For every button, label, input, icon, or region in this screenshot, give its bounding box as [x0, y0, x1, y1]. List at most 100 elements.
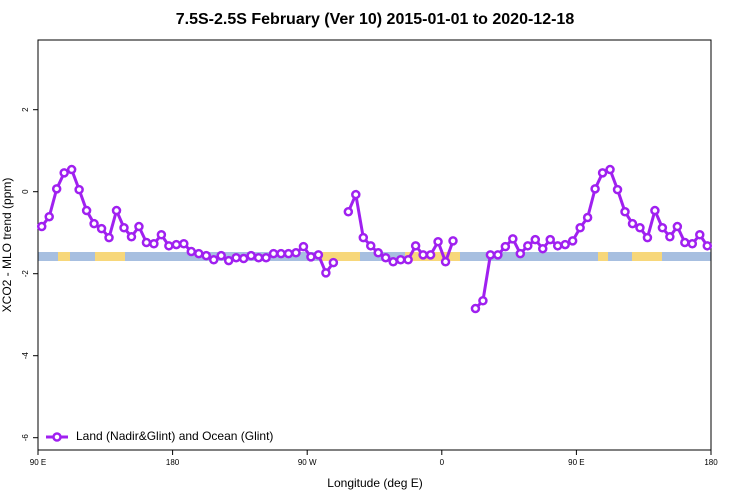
- data-point: [560, 239, 570, 250]
- x-tick-label: 0: [440, 458, 445, 467]
- x-axis-label: Longitude (deg E): [327, 476, 422, 490]
- data-point: [44, 211, 54, 222]
- data-point: [448, 236, 458, 246]
- legend-marker: [52, 432, 62, 442]
- data-point: [530, 234, 541, 245]
- y-axis-label: XCO2 - MLO trend (ppm): [0, 178, 14, 313]
- data-point: [388, 257, 398, 267]
- data-point: [665, 232, 675, 242]
- data-point: [552, 241, 563, 251]
- x-tick-label: 90 E: [30, 458, 46, 467]
- data-point: [149, 239, 159, 249]
- data-point: [74, 184, 84, 195]
- land-patch: [58, 252, 70, 261]
- data-point: [231, 252, 241, 263]
- data-point: [171, 239, 182, 250]
- data-point: [351, 189, 361, 200]
- data-point: [66, 164, 77, 175]
- land-patch: [598, 252, 608, 261]
- data-point: [380, 252, 391, 263]
- data-point: [141, 237, 152, 248]
- data-point: [119, 223, 129, 233]
- y-tick-label: 0: [21, 189, 30, 194]
- data-point: [126, 232, 137, 242]
- data-point: [470, 303, 481, 314]
- data-point: [590, 184, 600, 194]
- data-point: [186, 246, 197, 257]
- data-point: [321, 268, 331, 278]
- data-point: [627, 218, 638, 229]
- data-point: [291, 248, 301, 258]
- data-point: [223, 255, 234, 266]
- series-line: [40, 167, 709, 310]
- data-point: [702, 241, 713, 251]
- data-point: [605, 164, 615, 175]
- data-point: [276, 248, 286, 259]
- data-point: [425, 250, 436, 260]
- data-point: [208, 255, 219, 265]
- data-point: [59, 168, 69, 178]
- data-point: [478, 296, 488, 306]
- data-point: [650, 205, 660, 216]
- data-point: [403, 255, 413, 265]
- data-point: [36, 221, 47, 232]
- data-point: [635, 223, 645, 233]
- data-point: [493, 250, 503, 260]
- data-point: [620, 207, 630, 217]
- data-point: [597, 168, 608, 178]
- legend-label: Land (Nadir&Glint) and Ocean (Glint): [76, 429, 273, 443]
- data-point: [328, 257, 339, 268]
- data-point: [433, 236, 443, 247]
- data-point: [306, 252, 316, 262]
- data-point: [81, 205, 92, 216]
- data-point: [51, 184, 62, 194]
- data-point: [642, 232, 653, 243]
- data-point: [261, 252, 271, 263]
- data-point: [410, 241, 421, 251]
- data-point: [440, 257, 451, 267]
- ocean-band: [38, 252, 711, 261]
- data-point: [179, 239, 189, 249]
- data-point: [395, 255, 406, 265]
- data-point: [343, 207, 354, 217]
- data-point: [538, 243, 548, 254]
- chart-title: 7.5S-2.5S February (Ver 10) 2015-01-01 t…: [176, 11, 575, 28]
- land-patch: [320, 252, 360, 261]
- data-point: [358, 232, 369, 243]
- data-point: [612, 184, 623, 195]
- data-point: [485, 250, 496, 260]
- x-tick-label: 90 E: [568, 458, 584, 467]
- data-point: [283, 248, 294, 259]
- data-point: [418, 250, 428, 260]
- data-point: [134, 221, 144, 232]
- data-point: [156, 230, 167, 240]
- data-point: [515, 248, 526, 259]
- y-tick-label: -2: [21, 270, 30, 278]
- data-point: [500, 241, 511, 252]
- data-point: [582, 212, 593, 223]
- data-point: [164, 241, 174, 251]
- x-tick-label: 180: [166, 458, 180, 467]
- data-point: [194, 248, 204, 259]
- data-point: [567, 236, 578, 246]
- y-tick-label: 2: [21, 107, 30, 112]
- data-point: [201, 250, 211, 261]
- data-point: [104, 232, 114, 243]
- y-tick-label: -4: [21, 352, 30, 360]
- data-point: [246, 250, 256, 261]
- data-point: [695, 230, 705, 240]
- data-point: [545, 234, 555, 245]
- y-tick-label: -6: [21, 434, 30, 442]
- data-point: [253, 252, 264, 263]
- data-point: [298, 241, 309, 252]
- data-point: [680, 237, 690, 248]
- data-point: [96, 223, 107, 234]
- data-point: [672, 221, 683, 232]
- data-point: [687, 239, 698, 249]
- land-patch: [632, 252, 662, 261]
- x-tick-label: 90 W: [298, 458, 317, 467]
- data-point: [657, 223, 668, 233]
- data-point: [216, 250, 226, 261]
- data-point: [575, 223, 585, 233]
